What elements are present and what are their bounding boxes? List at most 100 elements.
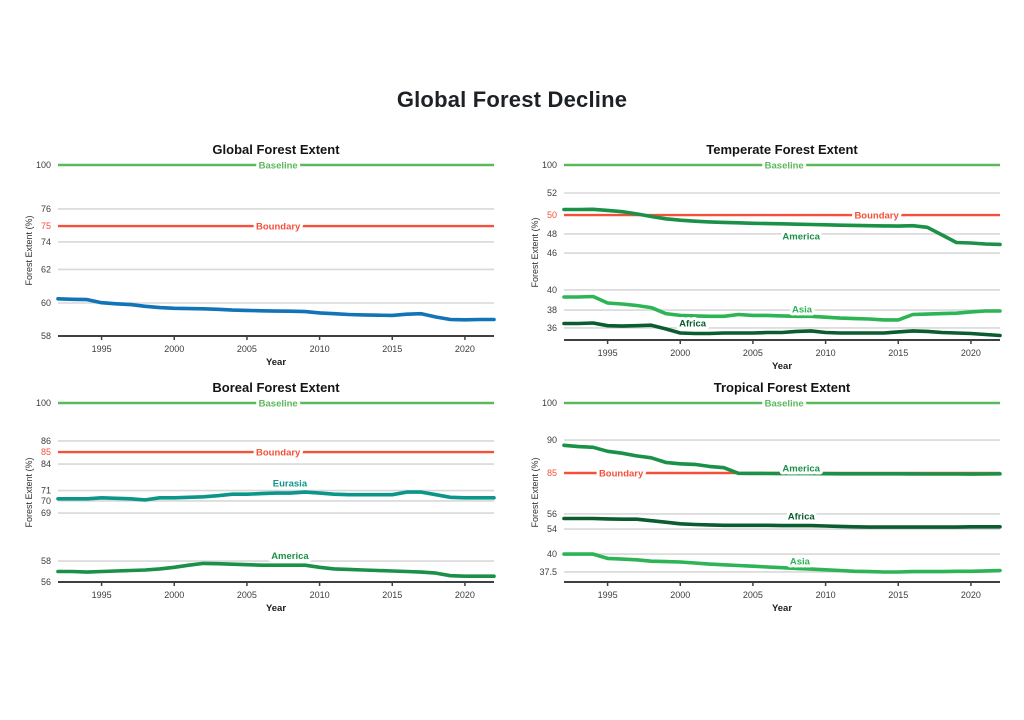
x-axis-title: Year xyxy=(266,357,286,368)
series-label-america: America xyxy=(271,551,309,562)
x-tick-label: 2010 xyxy=(816,348,836,358)
x-tick-label: 2015 xyxy=(382,344,402,354)
chart-tropical-forest-extent: Tropical Forest Extent 1995 2000 2005 2010 2… xyxy=(524,374,1016,620)
x-tick-label: 2000 xyxy=(164,590,184,600)
y-tick-label: 62 xyxy=(41,264,51,274)
baseline-label: Baseline xyxy=(765,161,804,172)
chart-temperate-forest-extent: Temperate Forest Extent 1995 2000 2005 2010… xyxy=(524,136,1016,382)
y-tick-label: 84 xyxy=(41,459,51,469)
x-tick-label: 2000 xyxy=(670,590,690,600)
x-tick-label: 2020 xyxy=(961,348,981,358)
y-tick-label: 100 xyxy=(36,398,51,408)
chart-title-global: Global Forest Extent xyxy=(212,142,340,157)
boundary-label: Boundary xyxy=(599,468,644,479)
series-label-asia: Asia xyxy=(790,557,811,568)
y-tick-label: 37.5 xyxy=(539,567,557,577)
y-tick-label: 100 xyxy=(542,398,557,408)
x-tick-label: 2000 xyxy=(670,348,690,358)
chart-title-tropical: Tropical Forest Extent xyxy=(713,380,851,395)
x-tick-label: 1995 xyxy=(92,590,112,600)
y-tick-label: 100 xyxy=(36,160,51,170)
x-tick-label: 2020 xyxy=(455,344,475,354)
y-axis-title: Forest Extent (%) xyxy=(530,457,540,527)
chart-title-boreal: Boreal Forest Extent xyxy=(212,380,340,395)
series-line-asia xyxy=(562,552,1002,574)
x-tick-label: 2010 xyxy=(310,344,330,354)
y-tick-label: 69 xyxy=(41,508,51,518)
y-tick-label: 56 xyxy=(41,577,51,587)
y-tick-label: 38 xyxy=(547,305,557,315)
series-line-africa xyxy=(562,321,1002,338)
x-tick-label: 1995 xyxy=(598,348,618,358)
x-axis-title: Year xyxy=(772,361,792,372)
y-tick-label: 74 xyxy=(41,237,51,247)
x-tick-label: 2010 xyxy=(816,590,836,600)
boundary-label: Boundary xyxy=(256,448,301,459)
x-axis-title: Year xyxy=(266,603,286,614)
series-label-africa: Africa xyxy=(679,319,707,330)
series-line-america xyxy=(56,561,496,578)
x-tick-label: 2015 xyxy=(888,348,908,358)
series-label-america: America xyxy=(782,463,820,474)
y-tick-label: 40 xyxy=(547,549,557,559)
x-tick-label: 1995 xyxy=(598,590,618,600)
y-axis-title: Forest Extent (%) xyxy=(24,457,34,527)
y-tick-label: 70 xyxy=(41,496,51,506)
series-label-africa: Africa xyxy=(788,511,816,522)
chart-boreal-forest-extent: Boreal Forest Extent 1995 2000 2005 2010 201… xyxy=(18,374,510,620)
chart-title-temperate: Temperate Forest Extent xyxy=(706,142,858,157)
series-label-asia: Asia xyxy=(792,305,813,316)
y-tick-label: 50 xyxy=(547,210,557,220)
y-tick-label: 100 xyxy=(542,160,557,170)
y-tick-label: 48 xyxy=(547,229,557,239)
series-line-asia xyxy=(562,294,1002,322)
x-tick-label: 2005 xyxy=(743,590,763,600)
baseline-label: Baseline xyxy=(259,161,298,172)
series-label-eurasia: Eurasia xyxy=(273,479,308,490)
x-tick-label: 2020 xyxy=(961,590,981,600)
series-line-world xyxy=(56,297,496,322)
plot-temperate: 1995 2000 2005 2010 2015 2020 100 52 50 48 46 40 38 3… xyxy=(530,158,1002,372)
y-tick-label: 90 xyxy=(547,435,557,445)
series-line-america xyxy=(562,443,1002,476)
boundary-label: Boundary xyxy=(256,222,301,233)
plot-tropical: 1995 2000 2005 2010 2015 2020 100 90 85 56 54 40 37.… xyxy=(530,396,1002,614)
x-tick-label: 2010 xyxy=(310,590,330,600)
series-line-america xyxy=(562,207,1002,247)
baseline-label: Baseline xyxy=(765,399,804,410)
plot-global: 1995 2000 2005 2010 2015 2020 100 76 75 74 62 60 58 B… xyxy=(24,158,496,368)
x-tick-label: 1995 xyxy=(92,344,112,354)
y-tick-label: 85 xyxy=(41,447,51,457)
series-line-eurasia xyxy=(56,490,496,502)
x-tick-label: 2005 xyxy=(237,344,257,354)
series-label-america: America xyxy=(782,232,820,243)
x-tick-label: 2005 xyxy=(237,590,257,600)
y-tick-label: 46 xyxy=(547,248,557,258)
y-axis-title: Forest Extent (%) xyxy=(24,215,34,285)
x-axis-title: Year xyxy=(772,603,792,614)
y-tick-label: 76 xyxy=(41,204,51,214)
x-tick-label: 2015 xyxy=(888,590,908,600)
x-tick-label: 2000 xyxy=(164,344,184,354)
boundary-label: Boundary xyxy=(854,211,899,222)
y-tick-label: 60 xyxy=(41,298,51,308)
y-tick-label: 58 xyxy=(41,556,51,566)
y-tick-label: 36 xyxy=(547,323,557,333)
chart-global-forest-extent: Global Forest Extent 1995 2000 2005 2010 201… xyxy=(18,136,510,382)
x-tick-label: 2020 xyxy=(455,590,475,600)
y-tick-label: 85 xyxy=(547,468,557,478)
y-tick-label: 56 xyxy=(547,509,557,519)
series-line-africa xyxy=(562,516,1002,529)
y-tick-label: 40 xyxy=(547,285,557,295)
y-tick-label: 58 xyxy=(41,331,51,341)
x-tick-label: 2015 xyxy=(382,590,402,600)
x-tick-label: 2005 xyxy=(743,348,763,358)
y-tick-label: 71 xyxy=(41,486,51,496)
y-tick-label: 75 xyxy=(41,221,51,231)
main-title: Global Forest Decline xyxy=(396,87,628,112)
baseline-label: Baseline xyxy=(259,399,298,410)
y-tick-label: 54 xyxy=(547,524,557,534)
